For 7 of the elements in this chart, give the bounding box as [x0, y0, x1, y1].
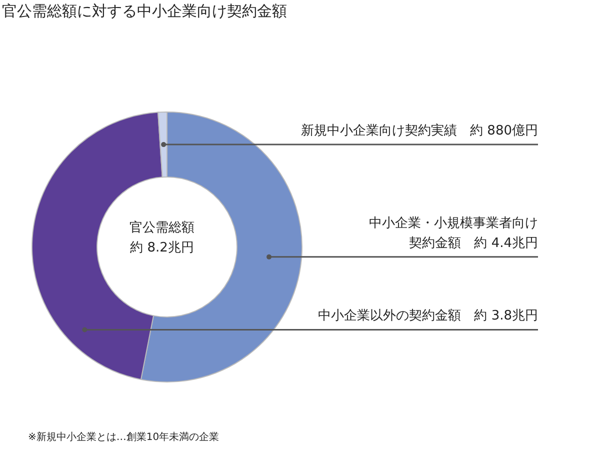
text: ※新規中小企業とは…創業10年未満の企業: [28, 430, 220, 444]
slice-label: 中小企業以外の契約金額 約 3.8兆円: [318, 308, 538, 324]
chart-title: 官公需総額に対する中小企業向け契約金額: [2, 2, 287, 21]
text: 官公需総額: [130, 220, 194, 236]
slice-label: 中小企業・小規模事業者向け契約金額 約 4.4兆円: [369, 216, 538, 251]
slice-label: 新規中小企業向け契約実績 約 880億円: [301, 122, 538, 139]
text: 約 8.2兆円: [130, 240, 194, 256]
